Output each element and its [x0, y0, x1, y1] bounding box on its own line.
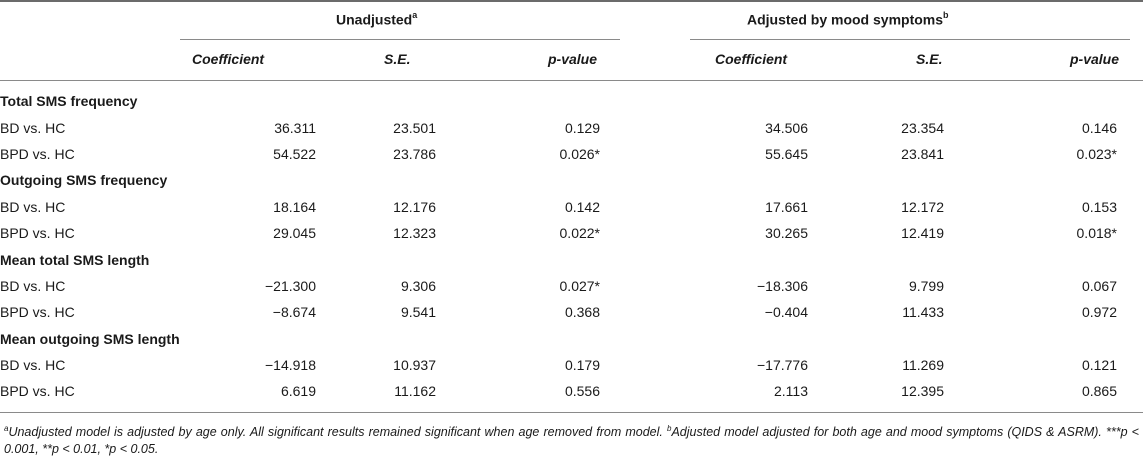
top-rule — [0, 0, 1143, 2]
coefficient-cell: 18.164 — [273, 198, 316, 215]
p-value-cell: 0.556 — [564, 383, 600, 400]
header-rule — [0, 80, 1143, 81]
table-row: BD vs. HC 18.164 12.176 0.142 17.661 12.172 0.… — [0, 194, 1117, 220]
row-label: BD vs. HC — [0, 357, 66, 374]
p-value-adjusted-cell: 0.067 — [1081, 277, 1117, 294]
se-adjusted-cell: 12.419 — [901, 225, 944, 242]
coefficient-cell: 54.522 — [273, 145, 316, 162]
p-value-adjusted-cell: 0.865 — [1081, 383, 1117, 400]
coefficient-adjusted-cell: 30.265 — [765, 225, 808, 242]
bottom-rule — [0, 412, 1143, 413]
se-adjusted-cell: 23.841 — [901, 145, 944, 162]
row-label: BD vs. HC — [0, 198, 66, 215]
coefficient-cell: −21.300 — [265, 277, 316, 294]
p-value-cell: 0.129 — [564, 119, 600, 136]
se-adjusted-cell: 12.395 — [901, 383, 944, 400]
se-adjusted-cell: 23.354 — [901, 119, 944, 136]
results-table: Total SMS frequency BD vs. HC 36.311 23.501… — [0, 88, 1117, 405]
p-value-adjusted-cell: 0.972 — [1081, 304, 1117, 321]
column-header-p-value-adjusted: p-value — [1070, 51, 1120, 67]
table-row: BD vs. HC −21.300 9.306 0.027* −18.306 9.799 0… — [0, 273, 1117, 299]
coefficient-cell: 36.311 — [274, 119, 316, 136]
row-label: BPD vs. HC — [0, 304, 75, 321]
coefficient-adjusted-cell: −18.306 — [757, 277, 808, 294]
se-cell: 23.786 — [393, 145, 436, 162]
column-header-coefficient-adjusted: Coefficient — [715, 51, 788, 67]
group-header-unadjusted: Unadjusteda — [336, 10, 418, 28]
p-value-adjusted-cell: 0.018* — [1076, 225, 1117, 242]
section-row: Outgoing SMS frequency — [0, 167, 1117, 193]
section-label: Total SMS frequency — [0, 93, 138, 110]
se-adjusted-cell: 12.172 — [901, 198, 944, 215]
p-value-adjusted-cell: 0.153 — [1081, 198, 1117, 215]
se-cell: 12.323 — [393, 225, 436, 242]
coefficient-cell: −14.918 — [265, 357, 316, 374]
table-row: BPD vs. HC 29.045 12.323 0.022* 30.265 12.419… — [0, 220, 1117, 246]
row-label: BPD vs. HC — [0, 145, 75, 162]
row-label: BPD vs. HC — [0, 225, 75, 242]
section-label: Outgoing SMS frequency — [0, 172, 168, 189]
coefficient-adjusted-cell: 2.113 — [774, 383, 808, 400]
se-cell: 9.306 — [400, 277, 436, 294]
table-row: BD vs. HC 36.311 23.501 0.129 34.506 23.354 0.… — [0, 114, 1117, 140]
group-header-adjusted: Adjusted by mood symptomsb — [747, 10, 949, 28]
coefficient-adjusted-cell: −0.404 — [764, 304, 808, 321]
column-header-coefficient: Coefficient — [192, 51, 265, 67]
se-cell: 9.541 — [400, 304, 436, 321]
section-label: Mean total SMS length — [0, 251, 150, 268]
se-cell: 23.501 — [393, 119, 436, 136]
table-row: BPD vs. HC −8.674 9.541 0.368 −0.404 11.433 0.… — [0, 299, 1117, 325]
table-footnote: aUnadjusted model is adjusted by age onl… — [4, 424, 1139, 457]
p-value-cell: 0.022* — [559, 225, 600, 242]
row-label: BD vs. HC — [0, 277, 66, 294]
coefficient-cell: 6.619 — [280, 383, 316, 400]
p-value-cell: 0.142 — [564, 198, 600, 215]
row-label: BD vs. HC — [0, 119, 66, 136]
section-row: Total SMS frequency — [0, 88, 1117, 114]
p-value-cell: 0.027* — [559, 277, 600, 294]
p-value-adjusted-cell: 0.023* — [1076, 145, 1117, 162]
column-header-se: S.E. — [384, 51, 411, 67]
se-adjusted-cell: 11.433 — [902, 304, 944, 321]
table-row: BD vs. HC −14.918 10.937 0.179 −17.776 11.269… — [0, 352, 1117, 378]
column-header-p-value: p-value — [548, 51, 598, 67]
group-rule-unadjusted — [180, 39, 620, 40]
se-adjusted-cell: 9.799 — [908, 277, 944, 294]
group-rule-adjusted — [690, 39, 1130, 40]
coefficient-cell: −8.674 — [272, 304, 316, 321]
section-label: Mean outgoing SMS length — [0, 330, 180, 347]
coefficient-adjusted-cell: −17.776 — [757, 357, 808, 374]
row-label: BPD vs. HC — [0, 383, 75, 400]
coefficient-adjusted-cell: 17.661 — [765, 198, 808, 215]
coefficient-adjusted-cell: 55.645 — [765, 145, 808, 162]
section-row: Mean outgoing SMS length — [0, 326, 1117, 352]
coefficient-cell: 29.045 — [273, 225, 316, 242]
se-cell: 10.937 — [393, 357, 436, 374]
se-cell: 11.162 — [394, 383, 436, 400]
table-row: BPD vs. HC 54.522 23.786 0.026* 55.645 23.841… — [0, 141, 1117, 167]
table-row: BPD vs. HC 6.619 11.162 0.556 2.113 12.395 0.8… — [0, 378, 1117, 404]
p-value-cell: 0.179 — [564, 357, 600, 374]
section-row: Mean total SMS length — [0, 246, 1117, 272]
column-header-se-adjusted: S.E. — [916, 51, 943, 67]
p-value-cell: 0.368 — [564, 304, 600, 321]
coefficient-adjusted-cell: 34.506 — [765, 119, 808, 136]
se-cell: 12.176 — [393, 198, 436, 215]
p-value-adjusted-cell: 0.146 — [1081, 119, 1117, 136]
se-adjusted-cell: 11.269 — [902, 357, 944, 374]
p-value-adjusted-cell: 0.121 — [1081, 357, 1117, 374]
p-value-cell: 0.026* — [559, 145, 600, 162]
